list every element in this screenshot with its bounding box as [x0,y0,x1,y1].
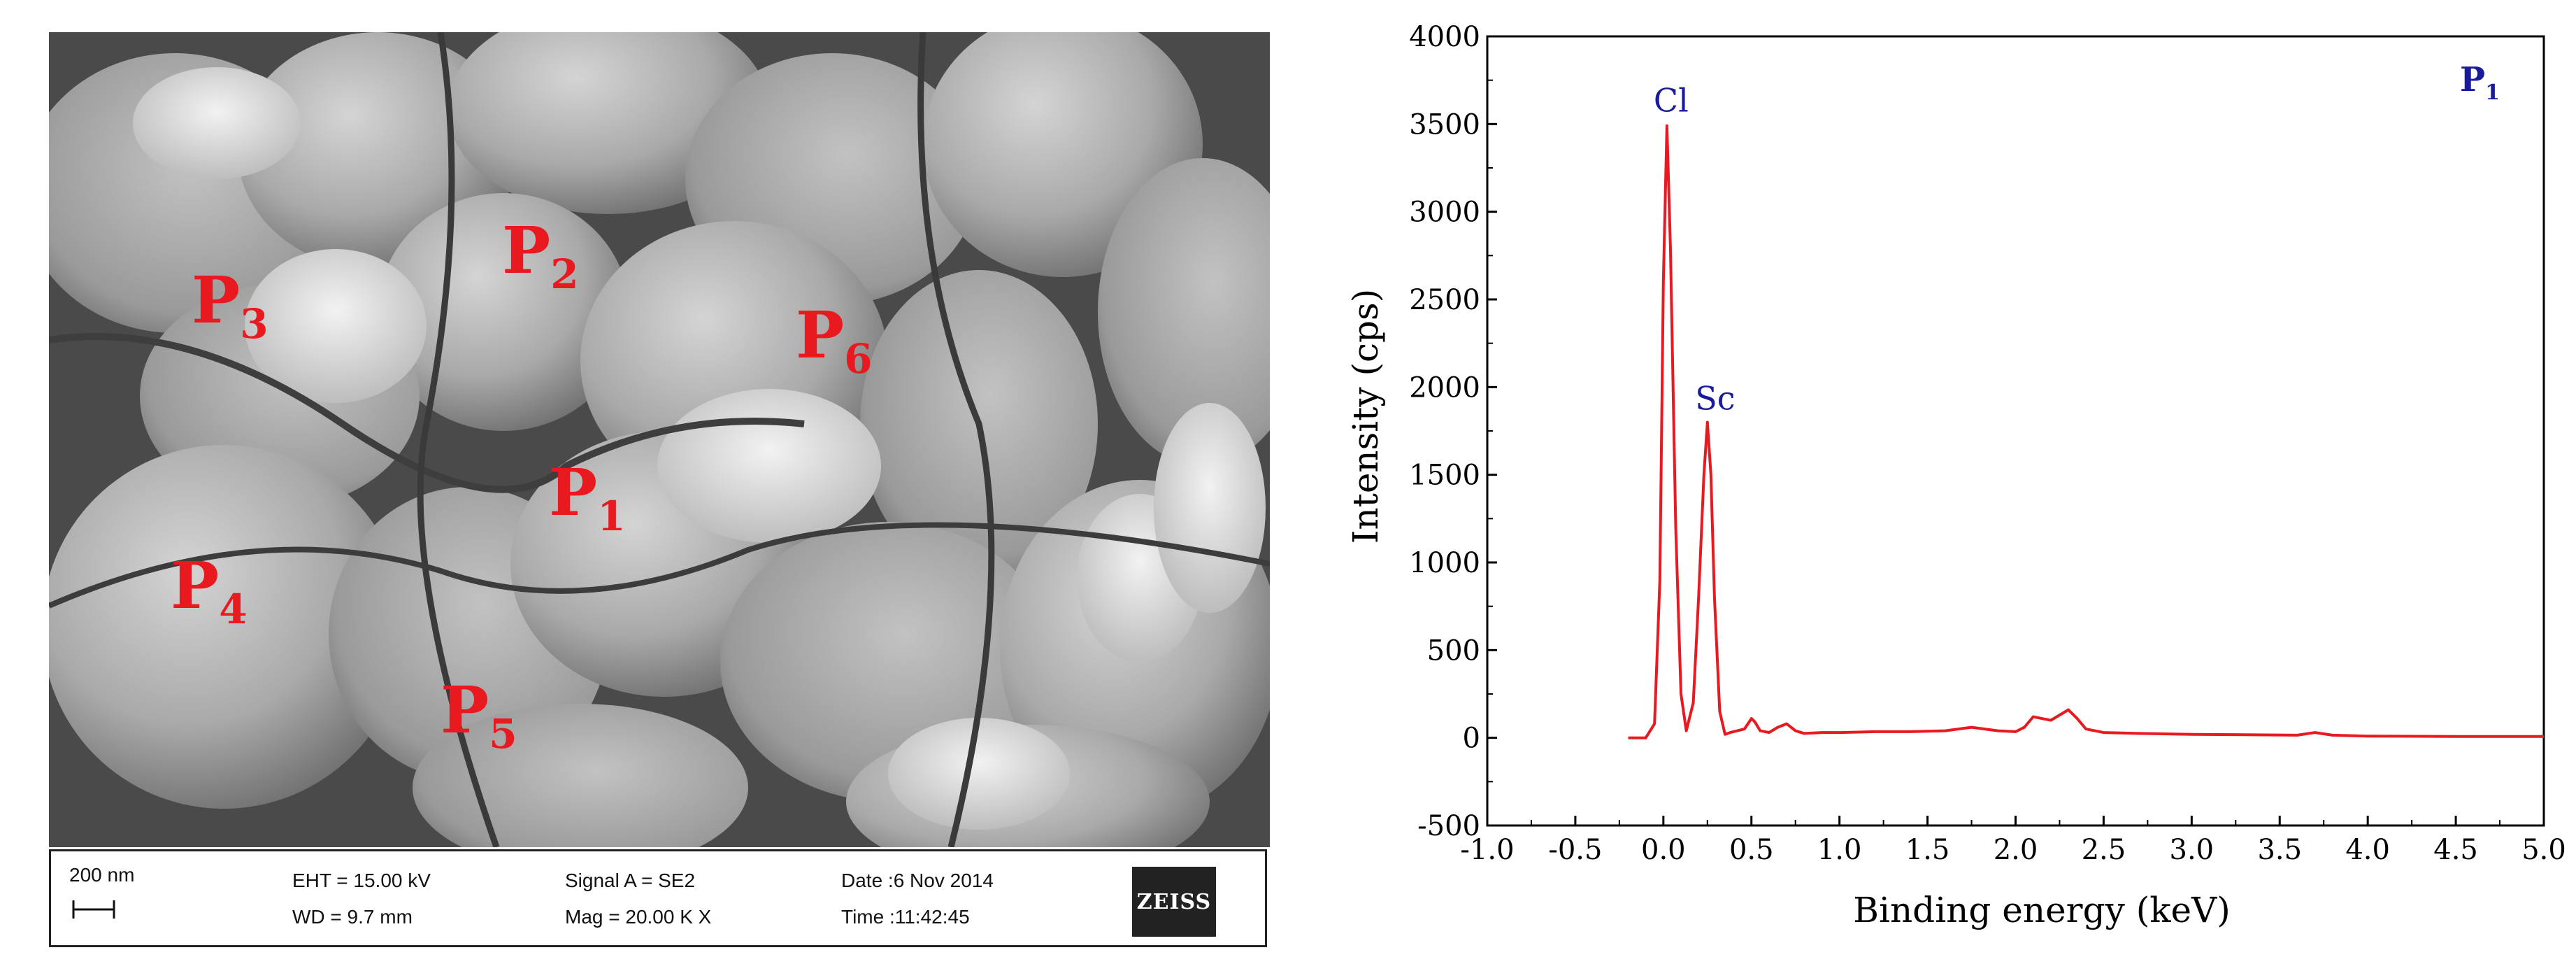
plot-border [1486,35,2545,827]
x-tick-label: 2.5 [2082,834,2126,866]
sem-label-p6: P6 [796,303,873,379]
label-sub: 5 [489,710,517,758]
scale-bar-icon [72,900,115,919]
y-tick-label: -500 [1417,810,1480,842]
y-tick-label: 2000 [1409,371,1480,404]
x-tick-label: 3.5 [2257,834,2302,866]
x-tick-label: -0.5 [1548,834,1602,866]
plot-frame [1486,35,2545,827]
panel-label-sub: 1 [2485,80,2500,105]
x-axis-title: Binding energy (keV) [1853,890,2230,930]
x-tick-label: 1.0 [1817,834,1862,866]
y-tick-label: 3000 [1409,197,1480,229]
x-tick-label: 3.0 [2170,834,2214,866]
y-tick-label: 1000 [1409,547,1480,579]
sem-data-bar: 200 nm EHT = 15.00 kV WD = 9.7 mm Signal… [49,849,1267,947]
label-sub: 1 [597,492,626,540]
label-main: P [502,213,551,288]
spectrum-line [1628,124,2544,739]
label-sub: 2 [550,250,579,298]
zeiss-logo: ZEISS [1132,867,1216,937]
y-tick-label: 1500 [1409,460,1480,492]
x-tick-label: 0.5 [1729,834,1774,866]
spectrum-series [1628,124,2544,739]
x-tick-label: 0.0 [1641,834,1686,866]
label-sub: 6 [844,335,873,383]
x-tick-label: -1.0 [1460,834,1514,866]
y-tick-label: 4000 [1409,21,1480,53]
mag-value: Mag = 20.00 K X [565,906,712,928]
eds-spectrum-chart: -500 0 500 1000 1500 2000 2500 3000 3500 4000 -1.… [1345,21,2566,930]
eht-value: EHT = 15.00 kV [292,870,431,891]
y-tick-label: 500 [1427,635,1480,667]
sem-micrograph-panel: P1 P2 P3 P4 P5 P6 200 nm EHT = 15.00 kV … [49,32,1270,949]
sem-label-p5: P5 [441,678,517,754]
sem-label-p4: P4 [171,553,248,630]
x-tick-label: 1.5 [1905,834,1950,866]
scale-bar-label: 200 nm [69,864,135,886]
date-value: Date :6 Nov 2014 [841,870,994,891]
time-value: Time :11:42:45 [841,906,970,928]
sem-micrograph-image [49,32,1270,847]
peak-annotations: Cl Sc [1654,81,1736,417]
x-tick-label: 2.0 [1994,834,2038,866]
panel-label: P1 [2460,60,2500,105]
panel-label-main: P [2460,60,2485,99]
label-main: P [549,455,598,530]
y-tick-label: 3500 [1409,108,1480,141]
y-axis-ticks: -500 0 500 1000 1500 2000 2500 3000 3500 4000 [1409,21,1497,842]
label-main: P [441,672,489,748]
x-axis-ticks: -1.0 -0.5 0.0 0.5 1.0 1.5 2.0 2.5 3.0 3.5 4.0 4.5 5.… [1460,816,2566,866]
label-sub: 3 [240,300,269,348]
sem-label-p3: P3 [192,268,269,344]
x-tick-label: 4.5 [2433,834,2478,866]
label-main: P [192,262,241,338]
label-main: P [171,548,220,623]
wd-value: WD = 9.7 mm [292,906,413,928]
label-main: P [796,297,845,373]
peak-label: Sc [1695,379,1735,417]
sem-label-p1: P1 [549,460,626,537]
y-tick-label: 2500 [1409,284,1480,316]
label-sub: 4 [219,586,248,633]
peak-label: Cl [1654,81,1689,119]
y-tick-label: 0 [1463,723,1480,755]
x-tick-label: 5.0 [2521,834,2566,866]
x-tick-label: 4.0 [2345,834,2390,866]
signal-value: Signal A = SE2 [565,870,696,891]
y-axis-title: Intensity (cps) [1345,289,1386,544]
sem-label-p2: P2 [502,218,579,295]
